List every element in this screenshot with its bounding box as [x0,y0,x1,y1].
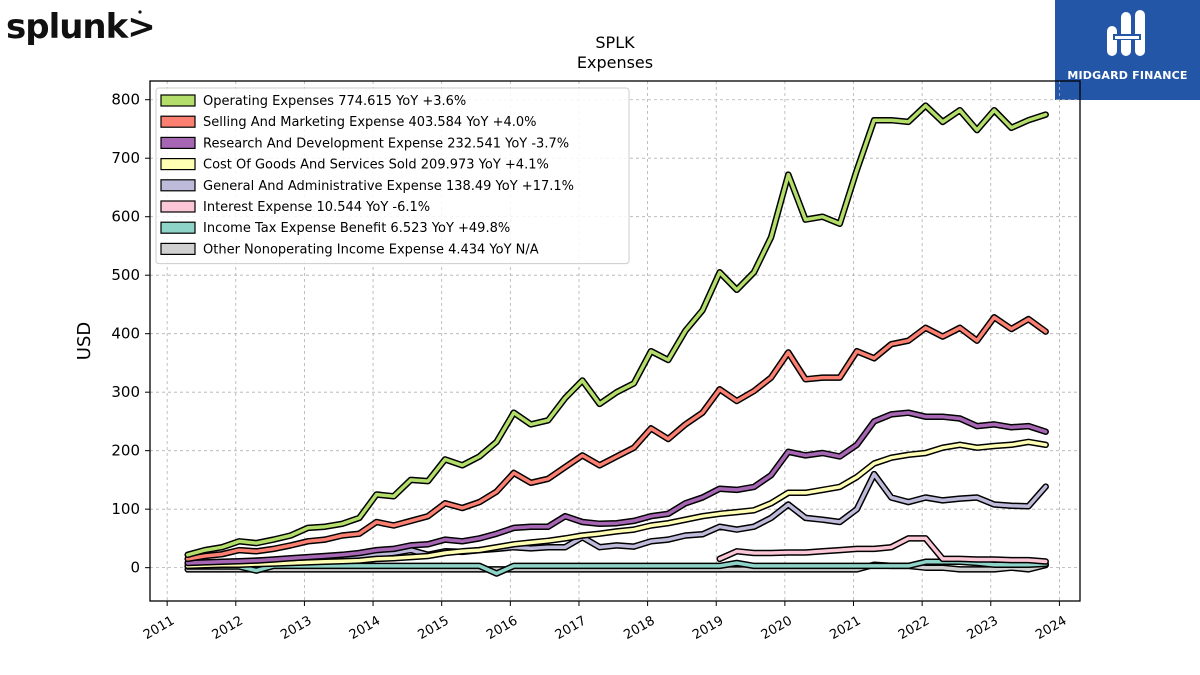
y-tick-label: 200 [111,442,140,460]
legend-entry: Income Tax Expense Benefit 6.523 YoY +49… [203,221,510,236]
plot-area-frame [149,80,1081,602]
x-tick-label: 2016 [484,613,520,643]
x-tick-label: 2019 [690,613,726,643]
x-axis: 2011 2012 2013 2014 2015 2016 2017 2018 2019 2020… [141,601,1069,643]
legend-entry: Operating Expenses 774.615 YoY +3.6% [203,94,466,109]
series-line [185,103,1048,557]
series-line [185,560,1048,576]
legend-swatch [160,158,196,171]
series-income-tax-expense-benefit [184,558,1049,577]
series-line [185,472,1048,565]
y-tick-label: 400 [111,325,140,343]
splunk-logo-text: splunk> [6,7,155,47]
splunk-logo-graphic: splunk> [6,7,156,47]
x-tick-label: 2014 [347,613,383,643]
chart-title-group: SPLK Expenses [577,33,653,72]
x-tick-label: 2012 [210,613,246,643]
y-axis: 0 100 200 300 400 500 600 700 800 [111,91,150,577]
legend-swatch [160,94,196,107]
y-tick-label: 500 [111,266,140,284]
splunk-logo: splunk> [6,2,156,48]
legend-swatch [160,200,196,213]
x-tick-label: 2022 [896,613,932,643]
x-tick-label: 2015 [416,613,452,643]
legend-box [155,87,630,265]
series-line [185,410,1048,565]
chart-title: SPLK [595,33,635,52]
series-operating-expenses [184,102,1049,559]
x-tick-label: 2011 [141,613,177,643]
legend-swatch [160,221,196,234]
x-tick-label: 2023 [965,613,1001,643]
y-tick-label: 0 [130,559,140,577]
legend-entry: Other Nonoperating Income Expense 4.434 … [203,242,539,257]
legend-entry: Research And Development Expense 232.541… [203,136,569,151]
x-tick-label: 2018 [621,613,657,643]
midgard-emblem-icon [1107,10,1145,56]
y-tick-label: 300 [111,383,140,401]
x-tick-label: 2024 [1033,613,1069,643]
series-general-and-administrative-expense [184,470,1049,567]
series-line [185,440,1048,568]
legend-swatch [160,242,196,255]
y-tick-label: 700 [111,149,140,167]
legend-entry: Interest Expense 10.544 YoY -6.1% [203,200,430,215]
x-tick-label: 2013 [278,613,314,643]
legend-swatch [160,136,196,149]
series-line [185,315,1048,561]
series-interest-expense [716,535,1049,565]
series-research-and-development-expense [184,409,1049,567]
midgard-finance-logo: MIDGARD FINANCE [1055,0,1200,100]
series-selling-and-marketing-expense [184,314,1049,563]
legend-swatch [160,115,196,128]
chart-legend: Operating Expenses 774.615 YoY +3.6% Sell… [155,87,630,265]
y-tick-label: 600 [111,208,140,226]
chart-series [184,102,1049,577]
series-cost-of-goods-and-services-sold [184,438,1049,570]
legend-entry: General And Administrative Expense 138.4… [203,179,574,194]
legend-entry: Selling And Marketing Expense 403.584 Yo… [203,115,537,130]
x-tick-label: 2017 [553,613,589,643]
registered-mark-icon [138,10,142,14]
y-tick-label: 100 [111,500,140,518]
y-axis-label: USD [74,322,95,360]
legend-entry: Cost Of Goods And Services Sold 209.973 … [203,158,549,173]
x-tick-label: 2021 [827,613,863,643]
legend-swatch [160,179,196,192]
x-tick-label: 2020 [759,613,795,643]
series-line [717,536,1048,564]
y-tick-label: 800 [111,91,140,109]
chart-subtitle: Expenses [577,53,653,72]
series-line-outline [184,470,1049,567]
midgard-finance-logo-text: MIDGARD FINANCE [1067,69,1188,82]
